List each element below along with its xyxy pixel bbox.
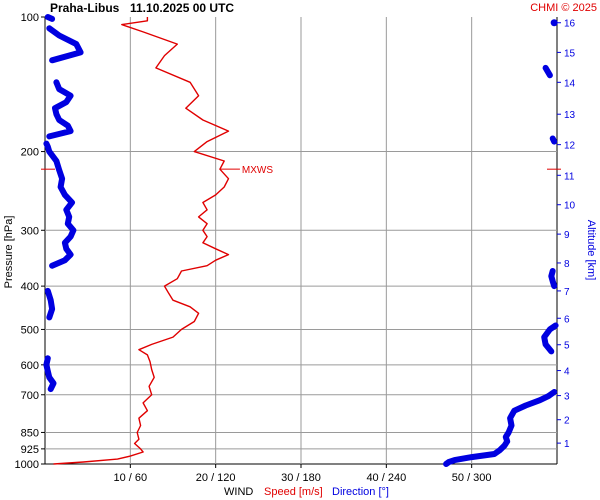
series-layer [41,14,561,467]
altitude-tick-label: 5 [564,341,570,352]
direction-series-line [46,79,74,140]
speed-series-line [53,17,230,465]
wind-tick-label: 30 / 180 [281,472,321,484]
altitude-tick-label: 10 [564,201,576,212]
pressure-tick-label: 500 [21,324,39,336]
direction-series-line [44,14,56,22]
right-axis-label: Altitude [km] [585,220,597,281]
direction-series-line [46,25,84,64]
pressure-tick-label: 850 [21,427,39,439]
bottom-title: WIND [224,486,253,498]
altitude-tick-label: 1 [564,439,570,450]
pressure-tick-label: 200 [21,147,39,159]
altitude-tick-label: 15 [564,48,576,59]
direction-series-line [43,140,77,269]
pressure-tick-label: 300 [21,225,39,237]
bottom-direction-label: Direction [°] [332,486,389,498]
axis-ticks [41,16,561,468]
wind-tick-label: 40 / 240 [366,472,406,484]
sounding-datetime: 11.10.2025 00 UTC [130,1,234,15]
pressure-tick-label: 100 [21,12,39,24]
direction-series-point [550,19,558,27]
direction-series-line [43,355,57,393]
pressure-tick-label: 400 [21,281,39,293]
bottom-speed-label: Speed [m/s] [264,486,323,498]
direction-series-line [44,287,56,321]
altitude-tick-label: 3 [564,392,570,403]
pressure-tick-label: 925 [21,444,39,456]
altitude-tick-label: 12 [564,141,576,152]
altitude-tick-label: 11 [564,171,575,182]
left-axis-label: Pressure [hPa] [3,216,15,289]
mxws-label: MXWS [242,165,273,176]
direction-series-line [541,322,559,355]
pressure-tick-label: 600 [21,360,39,372]
altitude-tick-label: 6 [564,314,570,325]
wind-tick-label: 10 / 60 [114,472,148,484]
direction-series-line [443,389,558,467]
direction-series-line [548,268,558,290]
altitude-tick-label: 13 [564,110,576,121]
altitude-tick-label: 16 [564,19,576,30]
altitude-tick-label: 7 [564,287,570,298]
direction-series-line [549,135,558,145]
credit-text: CHMI © 2025 [530,2,597,14]
station-name: Praha-Libus [50,1,120,15]
altitude-tick-label: 8 [564,259,570,270]
altitude-tick-label: 14 [564,78,576,89]
wind-tick-label: 20 / 120 [196,472,236,484]
altitude-tick-label: 2 [564,416,570,427]
pressure-tick-label: 700 [21,390,39,402]
pressure-tick-label: 1000 [15,459,39,471]
altitude-tick-label: 9 [564,230,570,241]
wind-tick-label: 50 / 300 [452,472,492,484]
altitude-tick-label: 4 [564,367,570,378]
direction-series-line [542,64,553,79]
